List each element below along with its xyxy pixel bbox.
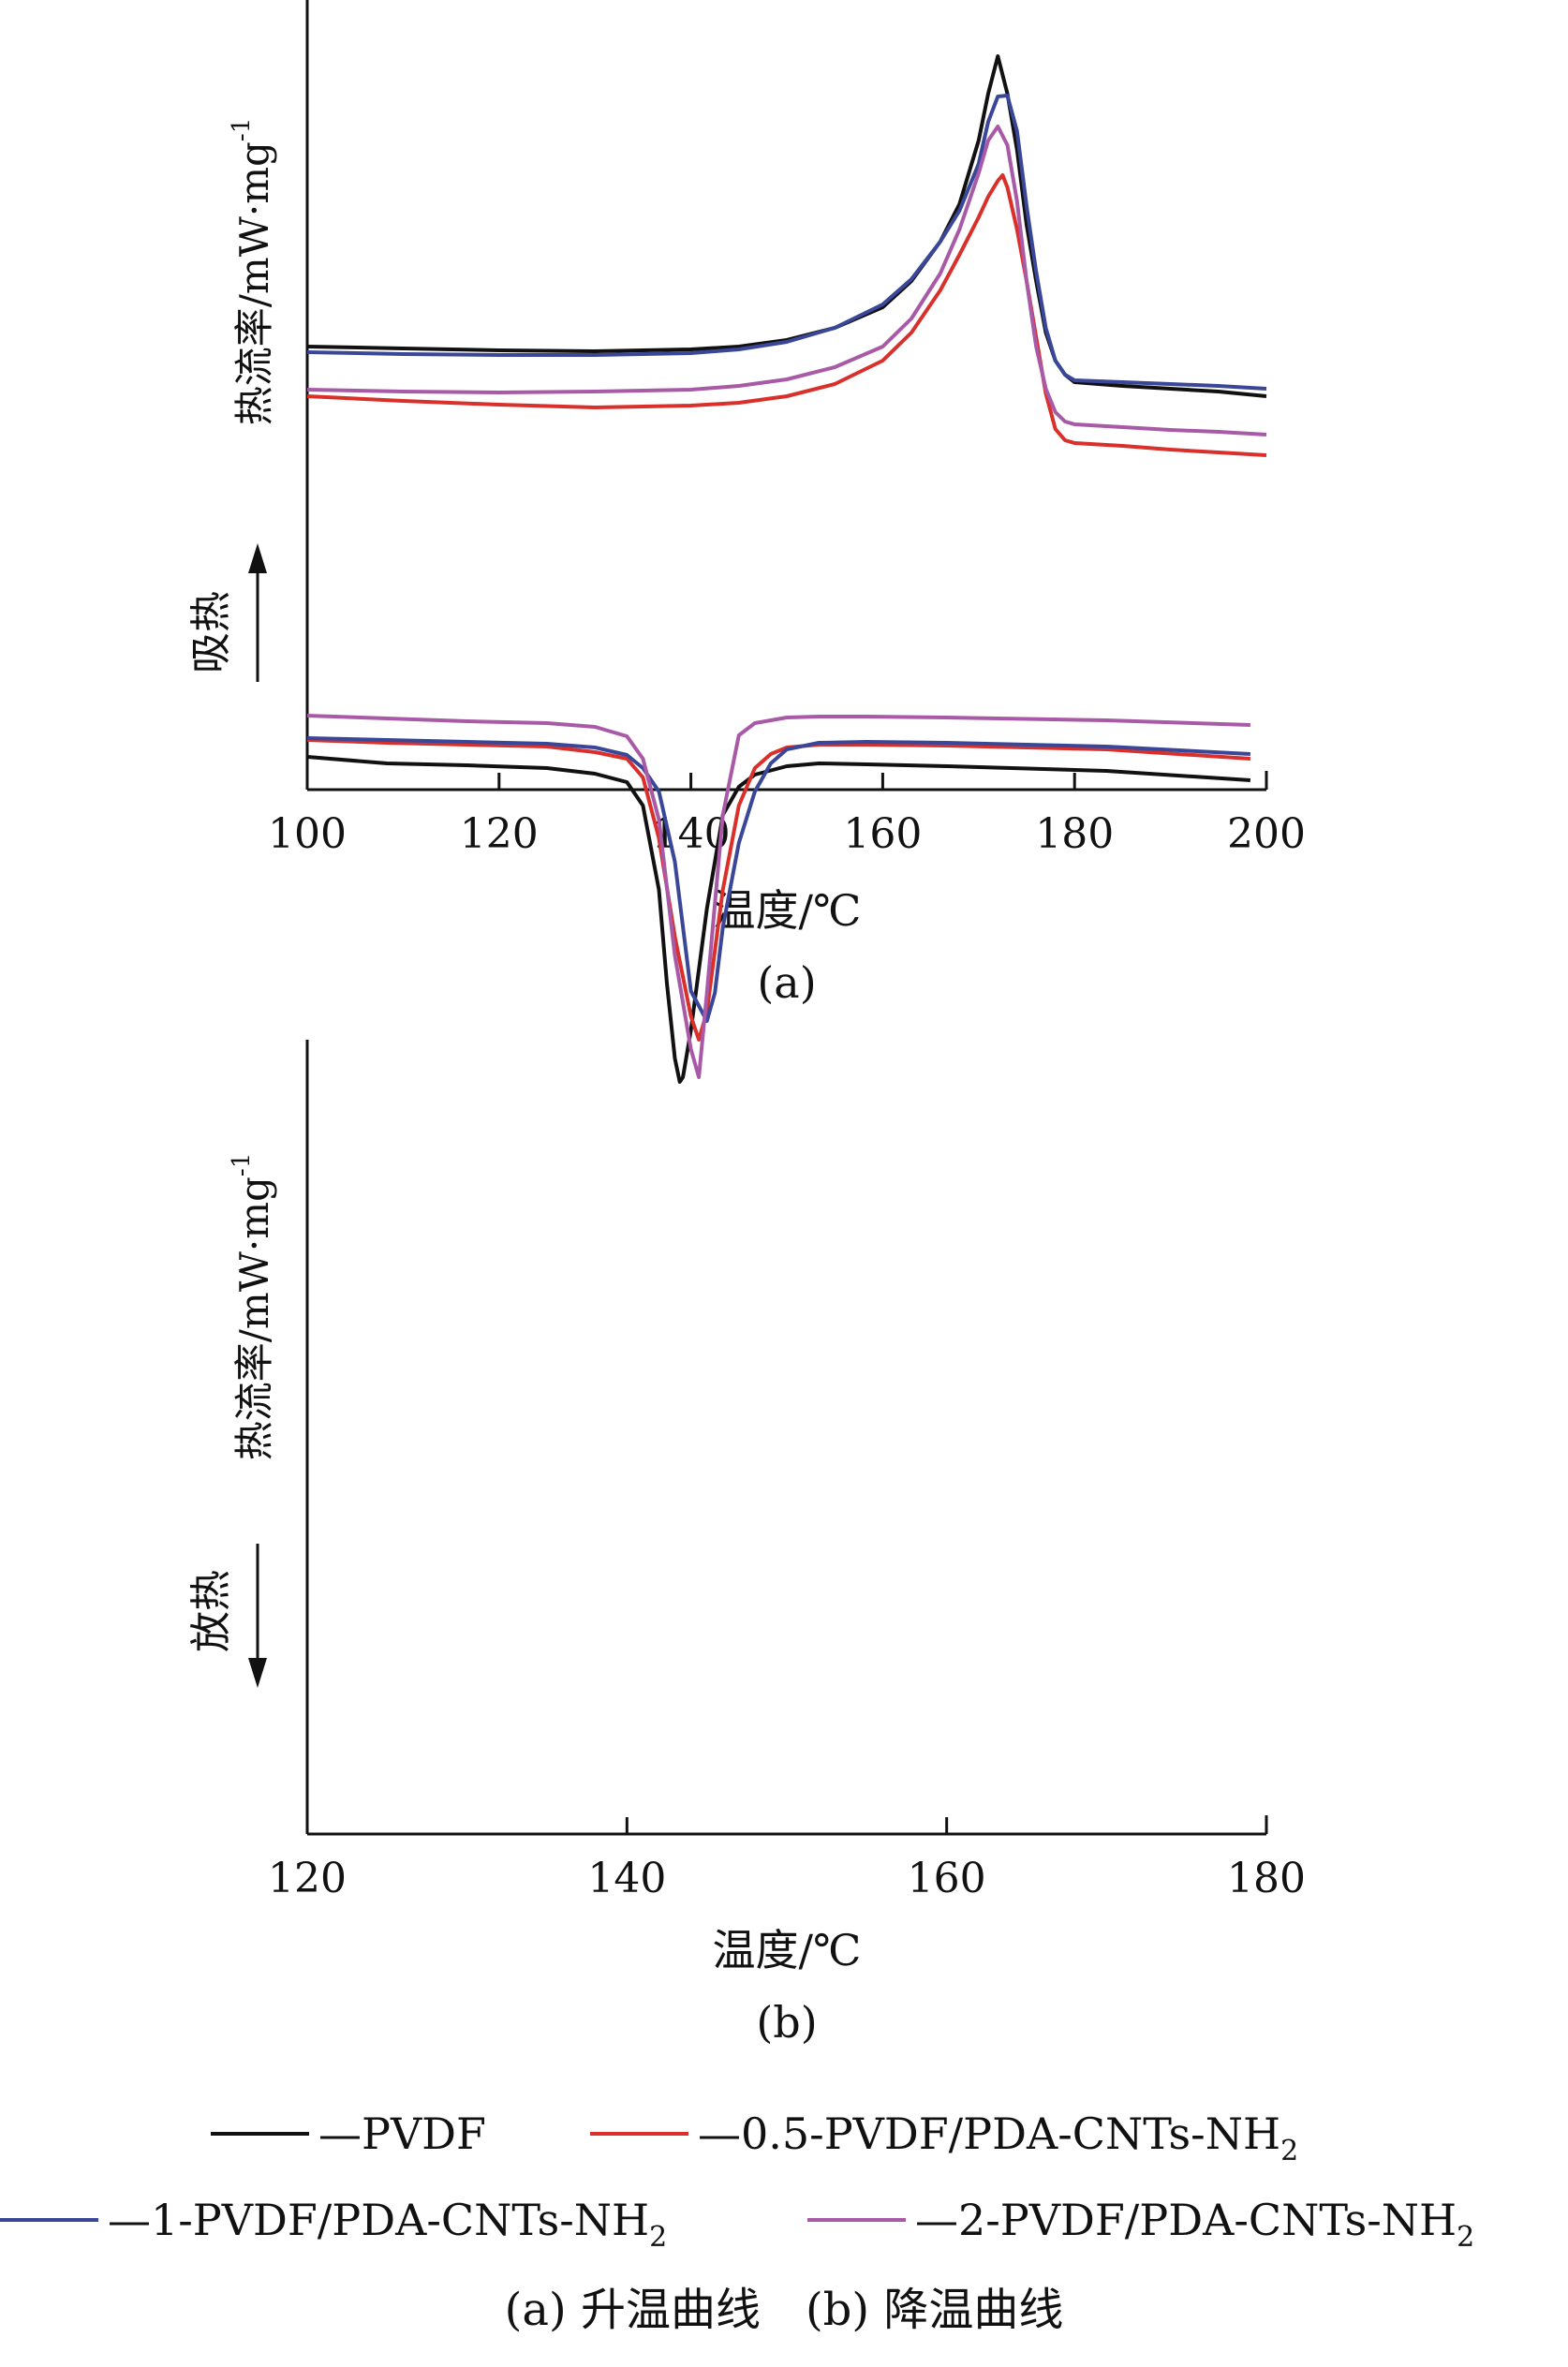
panel-b-series — [306, 714, 1251, 1084]
legend: —PVDF —0.5-PVDF/PDA-CNTs-NH2 —1-PVDF/PDA… — [0, 2108, 1474, 2254]
panel-b-tick-label-180: 180 — [1227, 1855, 1306, 1902]
panel-a-xlabel: 温度/℃ — [713, 885, 862, 936]
panel-a-tick-label-200: 200 — [1227, 810, 1306, 858]
legend-item-1: —1-PVDF/PDA-CNTs-NH2 — [0, 2195, 667, 2254]
panel-a-ylabel: 热流率/mW·mg-1 — [228, 118, 277, 426]
legend-label-0-5-subscript: 2 — [1280, 2135, 1298, 2167]
panel-b-label: (b) — [756, 1997, 817, 2048]
panel-a-tick-label-100: 100 — [268, 810, 347, 858]
panel-b-cooling-curves: 120 140 160 180 温度/℃ (b) 热流率/mW·mg-1 放热 — [187, 714, 1306, 2048]
panel-b-tick-label-160: 160 — [908, 1855, 986, 1902]
up-arrow-icon — [248, 543, 267, 682]
panel-b-tick-label-120: 120 — [268, 1855, 347, 1902]
panel-a-series-1-pvdf-pda-cnts-nh2 — [306, 94, 1267, 391]
panel-b-ylabel-text: 热流率/mW·mg — [231, 1176, 277, 1460]
down-arrow-icon — [248, 1544, 267, 1688]
legend-label-1-text: —1-PVDF/PDA-CNTs-NH — [108, 2195, 649, 2245]
panel-a-tick-label-120: 120 — [460, 810, 539, 858]
panel-b-tick-label-140: 140 — [587, 1855, 666, 1902]
panel-a-ylabel-superscript: -1 — [228, 118, 256, 141]
legend-item-pvdf: —PVDF — [211, 2108, 486, 2159]
panel-b-x-ticks: 120 140 160 180 — [268, 1817, 1306, 1902]
legend-label-1-subscript: 2 — [649, 2221, 667, 2254]
legend-item-2: —2-PVDF/PDA-CNTs-NH2 — [807, 2195, 1474, 2254]
panel-b-xlabel: 温度/℃ — [713, 1925, 862, 1975]
panel-b-series-1-pvdf-pda-cnts-nh2 — [306, 736, 1251, 1023]
panel-a-series-2-pvdf-pda-cnts-nh2 — [306, 125, 1267, 436]
legend-label-2: —2-PVDF/PDA-CNTs-NH2 — [915, 2195, 1474, 2254]
legend-label-2-subscript: 2 — [1457, 2221, 1474, 2254]
panel-a-direction-label: 吸热 — [187, 591, 235, 673]
panel-b-ylabel-superscript: -1 — [228, 1153, 256, 1176]
panel-a-heating-curves: 100 120 140 160 180 200 温度/℃ (a) 热流率/mW·mg-1 … — [187, 0, 1306, 1008]
panel-a-tick-label-160: 160 — [843, 810, 922, 858]
legend-item-0-5: —0.5-PVDF/PDA-CNTs-NH2 — [590, 2108, 1298, 2167]
legend-label-0-5: —0.5-PVDF/PDA-CNTs-NH2 — [698, 2108, 1298, 2167]
panel-a-tick-label-180: 180 — [1035, 810, 1114, 858]
legend-label-2-text: —2-PVDF/PDA-CNTs-NH — [915, 2195, 1457, 2245]
panel-a-x-ticks: 100 120 140 160 180 200 — [268, 773, 1306, 858]
panel-b-ylabel: 热流率/mW·mg-1 — [228, 1153, 277, 1461]
panel-a-series-pvdf — [306, 54, 1267, 398]
panel-a-ylabel-text: 热流率/mW·mg — [231, 141, 277, 425]
panel-b-series-pvdf — [306, 755, 1251, 1084]
panel-a-label: (a) — [757, 957, 816, 1008]
panel-b-series-2-pvdf-pda-cnts-nh2 — [306, 714, 1250, 1079]
figure-caption: (a) 升温曲线 (b) 降温曲线 — [505, 2284, 1064, 2336]
panel-a-series — [306, 54, 1267, 457]
legend-label-1: —1-PVDF/PDA-CNTs-NH2 — [108, 2195, 667, 2254]
legend-label-pvdf: —PVDF — [318, 2108, 486, 2159]
legend-label-0-5-text: —0.5-PVDF/PDA-CNTs-NH — [698, 2108, 1280, 2159]
panel-a-series-0-5-pvdf-pda-cnts-nh2 — [306, 173, 1267, 457]
panel-b-direction-label: 放热 — [187, 1570, 235, 1652]
